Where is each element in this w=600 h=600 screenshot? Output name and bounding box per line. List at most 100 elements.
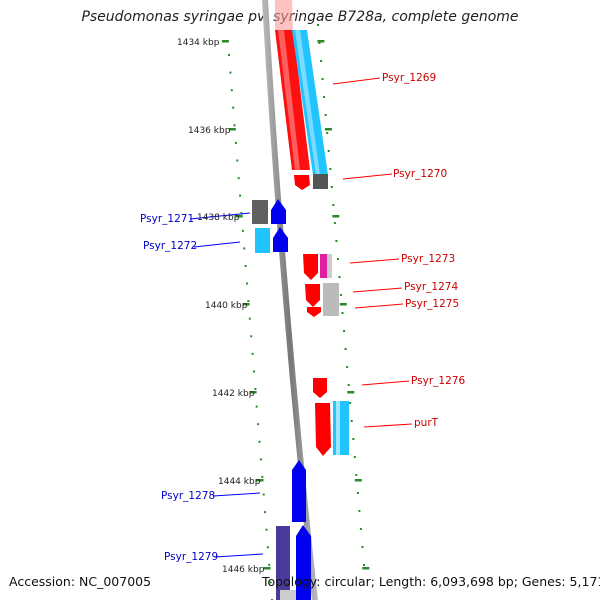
gene-label-psyr-1271[interactable]: Psyr_1271 [140,213,194,225]
gene-label-psyr-1276[interactable]: Psyr_1276 [411,375,465,387]
tick-dot [254,388,257,390]
major-tick [249,391,257,394]
tick-marks [221,40,370,570]
major-tick [263,567,271,570]
tick-dots-inner [228,54,273,600]
tick-dot [251,352,254,355]
tick-dot [355,474,358,476]
feature-purt[interactable] [315,401,349,456]
feature-psyr-1273[interactable] [303,254,332,280]
feature-psyr-1278[interactable] [292,460,306,522]
gene-label-psyr-1278[interactable]: Psyr_1278 [161,490,215,502]
gene-labels: Psyr_1269 Psyr_1270 Psyr_1271 Psyr_1272 … [140,72,465,563]
tick-dot [318,42,321,44]
tick-dot [352,438,355,440]
tick-dot [332,204,335,206]
major-tick [324,128,332,131]
tick-dot [358,510,361,512]
tick-dot [336,258,339,260]
major-tick [362,567,370,570]
gene-label-psyr-1274[interactable]: Psyr_1274 [404,281,458,293]
tick-dot [269,581,272,584]
major-tick [228,128,236,131]
tick-dot [353,456,356,458]
tick-dot [344,348,347,350]
kbp-label-1444: 1444 kbp [218,477,261,487]
gene-label-psyr-1269[interactable]: Psyr_1269 [382,72,436,84]
tick-dot [327,150,330,152]
major-tick [317,40,325,43]
tick-dot [330,186,333,188]
tick-dot [317,24,319,26]
tick-dot [229,71,232,74]
tick-dot [228,54,230,56]
tick-dot [346,366,349,368]
tick-dot [359,528,362,530]
tick-dot [232,106,235,109]
tick-dot [244,265,247,267]
major-tick [332,215,340,218]
tick-dot [341,312,344,314]
tick-dot [236,159,239,162]
tick-dot [253,370,255,373]
gene-label-psyr-1270[interactable]: Psyr_1270 [393,168,447,180]
tick-dot [356,492,359,494]
tick-dot [349,402,352,404]
tick-dot [323,96,326,98]
tick-dot [237,177,240,180]
tick-dots-outer [317,24,365,566]
major-tick [221,40,229,43]
feature-psyr-1272[interactable] [255,227,288,253]
tick-dot [347,384,350,386]
tick-dot [259,458,262,461]
tick-dot [350,420,353,422]
major-tick [339,303,347,306]
feature-psyr-1271[interactable] [252,199,286,224]
kbp-label-1438: 1438 kbp [197,213,240,223]
feature-psyr-1275[interactable] [307,307,321,317]
features [252,0,349,600]
feature-psyr-1274[interactable] [305,283,339,316]
major-tick [256,479,264,482]
tick-dot [240,212,243,215]
gene-label-psyr-1272[interactable]: Psyr_1272 [143,240,197,252]
tick-dot [265,528,268,531]
feature-psyr-1269[interactable] [275,0,328,175]
kbp-labels: 1434 kbp 1436 kbp 1438 kbp 1440 kbp 1442… [177,38,265,575]
tick-dot [233,124,236,127]
tick-dot [326,132,329,134]
tick-dot [335,240,338,242]
tick-dot [363,564,365,566]
tick-dot [261,475,264,478]
gene-label-psyr-1279[interactable]: Psyr_1279 [164,551,218,563]
tick-dot [248,317,251,320]
tick-dot [333,222,336,224]
major-tick [354,479,362,482]
feature-psyr-1276[interactable] [313,378,327,398]
tick-dot [262,493,265,496]
kbp-label-1442: 1442 kbp [212,389,255,399]
tick-dot [324,114,327,116]
major-tick [235,215,243,218]
gene-label-purt[interactable]: purT [414,417,439,429]
kbp-label-1436: 1436 kbp [188,126,231,136]
tick-dot [343,330,346,332]
kbp-label-1440: 1440 kbp [205,301,248,311]
tick-dot [320,60,323,62]
label-lines [189,77,413,558]
gene-label-psyr-1273[interactable]: Psyr_1273 [401,253,455,265]
tick-dot [241,229,244,232]
tick-dot [329,168,332,170]
summary-text: Topology: circular; Length: 6,093,698 bp… [262,574,600,589]
feature-psyr-1279[interactable] [276,525,311,600]
tick-dot [340,294,342,296]
tick-dot [338,276,341,278]
tick-dot [243,247,246,250]
feature-psyr-1270[interactable] [294,174,328,190]
tick-dot [239,194,242,197]
tick-dot [247,300,250,303]
map-title: Pseudomonas syringae pv. syringae B728a,… [81,9,519,25]
kbp-label-1434: 1434 kbp [177,38,220,48]
gene-label-psyr-1275[interactable]: Psyr_1275 [405,298,459,310]
